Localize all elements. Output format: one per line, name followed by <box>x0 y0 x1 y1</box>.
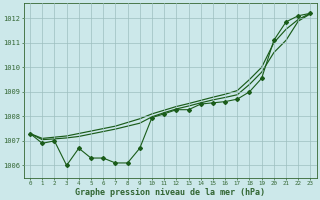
X-axis label: Graphe pression niveau de la mer (hPa): Graphe pression niveau de la mer (hPa) <box>75 188 265 197</box>
